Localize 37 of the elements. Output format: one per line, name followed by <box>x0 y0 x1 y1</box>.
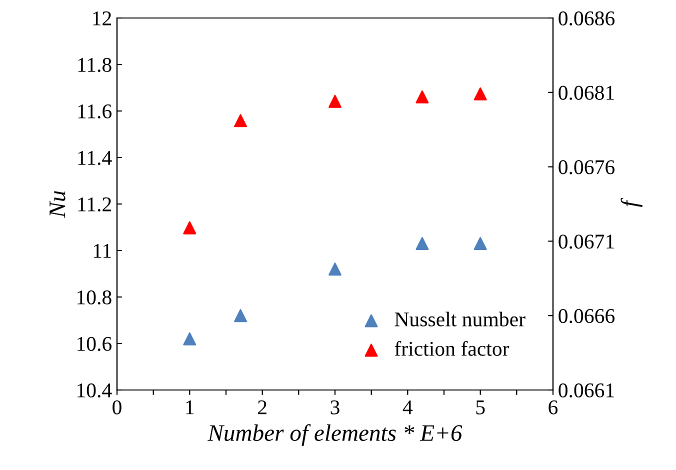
y-tick-label: 12 <box>93 11 111 26</box>
legend-label: Nusselt number <box>394 312 526 326</box>
point <box>328 94 342 108</box>
point <box>234 114 248 128</box>
x-tick-label: 3 <box>330 400 340 414</box>
point <box>416 90 429 104</box>
x-tick-label: 5 <box>476 400 485 414</box>
y2-tick-label: 0.0686 <box>558 11 615 26</box>
y-tick-label: 11 <box>94 244 111 258</box>
y-tick-label: 10.8 <box>78 290 112 305</box>
point <box>183 332 196 346</box>
y-tick-label: 11.2 <box>78 197 111 212</box>
point <box>416 237 429 250</box>
point <box>474 237 487 250</box>
legend-label: friction factor <box>394 340 510 356</box>
y2-axis-title: f <box>620 198 642 208</box>
y-tick-label: 10.4 <box>78 383 112 398</box>
point <box>474 87 487 100</box>
x-axis-title: Number of elements * E+6 <box>208 424 462 446</box>
x-tick-label: 1 <box>186 400 194 414</box>
y2-tick-label: 0.0676 <box>558 160 615 174</box>
x-tick-label: 0 <box>112 400 122 414</box>
y-tick-label: 10.6 <box>78 336 112 352</box>
y-tick-label: 11.6 <box>78 104 112 119</box>
x-tick-label: 4 <box>402 400 413 414</box>
x-tick-label: 2 <box>258 400 266 414</box>
x-tick-label: 6 <box>548 400 558 414</box>
y2-tick-label: 0.0666 <box>558 308 615 324</box>
y-tick-label: 11.4 <box>78 150 112 166</box>
y2-tick-label: 0.0671 <box>558 234 614 249</box>
y2-tick-label: 0.0661 <box>558 383 614 398</box>
y2-tick-label: 0.0681 <box>558 86 614 100</box>
point <box>234 309 248 322</box>
point <box>328 262 342 276</box>
y-axis-title: Nu <box>50 191 66 218</box>
y-tick-label: 11.8 <box>78 58 112 72</box>
point <box>183 221 196 234</box>
